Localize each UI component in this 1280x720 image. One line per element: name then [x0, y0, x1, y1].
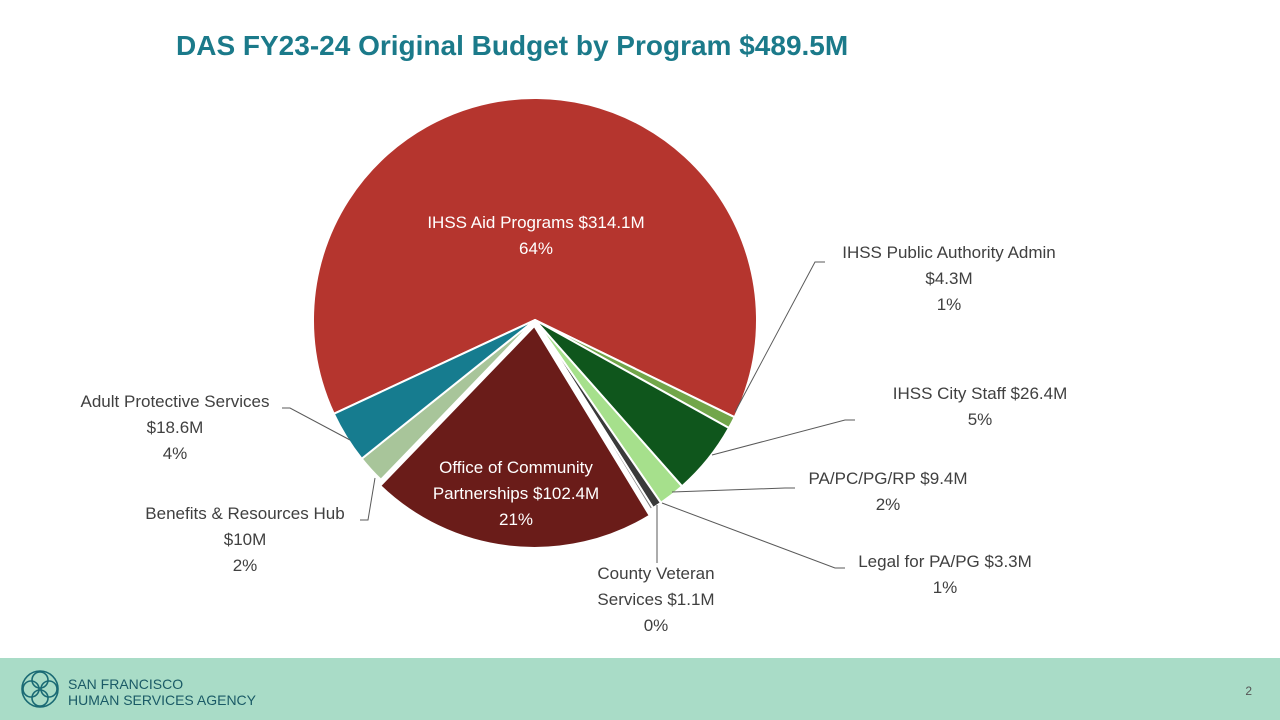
leader-line	[711, 419, 855, 456]
leader-line	[661, 502, 845, 569]
slice-label: Benefits & Resources Hub $10M 2%	[95, 501, 395, 579]
leader-line	[360, 477, 376, 521]
label-line: IHSS Aid Programs $314.1M	[336, 210, 736, 236]
chart	[282, 97, 855, 569]
leader-line	[282, 407, 351, 441]
org-line: HUMAN SERVICES AGENCY	[68, 692, 257, 708]
value-label: $314.1M	[578, 213, 645, 232]
footer: SAN FRANCISCO HUMAN SERVICES AGENCY 2	[0, 658, 1280, 720]
pie-slice	[312, 97, 758, 419]
category-label: IHSS Aid Programs	[427, 213, 574, 232]
pie-slice	[378, 324, 652, 549]
category-label: IHSS Public Authority Admin	[842, 243, 1056, 262]
label-line: IHSS Public Authority Admin $4.3M	[799, 240, 1099, 292]
page-number: 2	[1245, 684, 1252, 698]
slice-label: Adult Protective Services $18.6M 4%	[25, 389, 325, 467]
category-label: IHSS City Staff	[892, 384, 1006, 403]
percent-label: 4%	[162, 444, 188, 463]
value-label: $102.4M	[533, 484, 600, 503]
label-line: PA/PC/PG/RP $9.4M	[738, 466, 1038, 492]
label-line: Benefits & Resources Hub $10M	[95, 501, 395, 553]
chart-title: DAS FY23-24 Original Budget by Program $…	[176, 30, 849, 61]
category-label: Legal for PA/PG	[858, 552, 980, 571]
slice-label: Legal for PA/PG $3.3M 1%	[795, 549, 1095, 601]
label-line: County Veteran Services $1.1M	[576, 561, 736, 613]
slice-label: IHSS City Staff $26.4M 5%	[830, 381, 1130, 433]
slice-label: PA/PC/PG/RP $9.4M 2%	[738, 466, 1038, 518]
category-label: Benefits & Resources Hub	[145, 504, 345, 523]
leader-lines	[282, 261, 855, 569]
value-label: $10M	[223, 530, 267, 549]
label-line: Office of Community Partnerships $102.4M	[411, 455, 621, 507]
percent-label: 1%	[936, 295, 962, 314]
value-label: $4.3M	[925, 269, 973, 288]
slice-label: IHSS Public Authority Admin $4.3M 1%	[799, 240, 1099, 318]
slice-label: County Veteran Services $1.1M 0%	[576, 561, 736, 639]
value-label: $26.4M	[1010, 384, 1068, 403]
pie-slice	[534, 319, 655, 512]
label-line: Adult Protective Services $18.6M	[25, 389, 325, 441]
percent-label: 0%	[643, 616, 669, 635]
slice-label: IHSS Aid Programs $314.1M 64%	[336, 210, 736, 262]
logo	[21, 670, 59, 708]
category-label: County Veteran Services	[597, 564, 715, 609]
pie-slice	[332, 319, 536, 461]
org-name: SAN FRANCISCO HUMAN SERVICES AGENCY	[68, 676, 256, 708]
leader-line	[671, 487, 795, 493]
label-line: IHSS City Staff $26.4M	[830, 381, 1130, 407]
value-label: $1.1M	[667, 590, 715, 609]
category-label: Office of Community Partnerships	[432, 458, 593, 503]
value-label: $3.3M	[984, 552, 1032, 571]
category-label: Adult Protective Services	[80, 392, 270, 411]
leader-line	[734, 261, 825, 413]
percent-label: 21%	[498, 510, 534, 529]
percent-label: 1%	[932, 578, 958, 597]
percent-label: 5%	[967, 410, 993, 429]
slice-label: Office of Community Partnerships $102.4M…	[411, 455, 621, 533]
percent-label: 2%	[232, 556, 258, 575]
value-label: $18.6M	[146, 418, 204, 437]
percent-label: 2%	[875, 495, 901, 514]
label-line: Legal for PA/PG $3.3M	[795, 549, 1095, 575]
value-label: $9.4M	[920, 469, 968, 488]
pie	[312, 97, 758, 549]
org-line: SAN FRANCISCO	[68, 676, 184, 692]
category-label: PA/PC/PG/RP	[808, 469, 916, 488]
percent-label: 64%	[518, 239, 554, 258]
